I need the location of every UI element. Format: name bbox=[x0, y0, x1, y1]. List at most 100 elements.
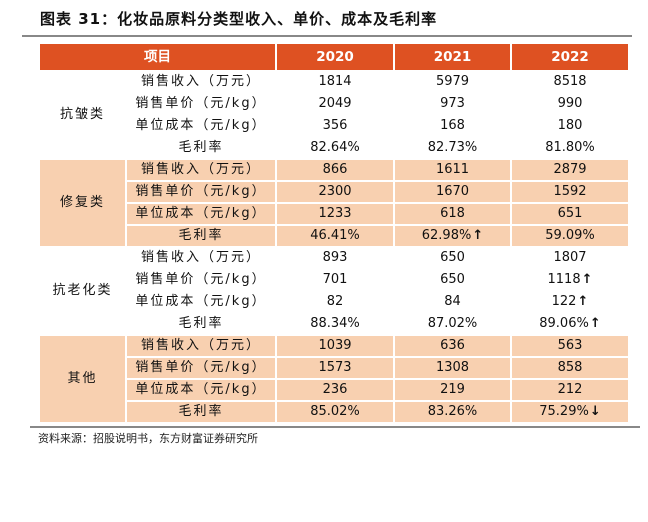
value-text: 1573 bbox=[318, 360, 352, 375]
item-cell: 毛利率 bbox=[125, 224, 277, 248]
value-cell: 1118↑ bbox=[510, 268, 630, 292]
value-cell: 563 bbox=[510, 334, 630, 358]
value-cell: 618 bbox=[393, 202, 512, 226]
value-text: 168 bbox=[440, 118, 465, 133]
value-text: 2879 bbox=[553, 162, 587, 177]
value-text: 1039 bbox=[318, 338, 352, 353]
bottom-rule bbox=[30, 426, 640, 428]
value-text: 59.09% bbox=[545, 228, 595, 243]
value-cell: 651 bbox=[510, 202, 630, 226]
table-row: 抗老化类 销售收入（万元） 893 650 1807 bbox=[38, 246, 630, 336]
value-text: 46.41% bbox=[310, 228, 360, 243]
value-cell: 636 bbox=[393, 334, 512, 358]
category-cell: 修复类 bbox=[38, 158, 127, 248]
value-cell: 2879 bbox=[510, 158, 630, 182]
value-cell: 89.06%↑ bbox=[510, 312, 630, 336]
arrow-up-icon: ↑ bbox=[472, 228, 484, 243]
value-text: 84 bbox=[444, 294, 461, 309]
table-row: 修复类 销售收入（万元） 866 1611 2879 bbox=[38, 158, 630, 248]
value-text: 89.06% bbox=[539, 316, 589, 331]
item-cell: 毛利率 bbox=[125, 312, 277, 336]
value-cell: 356 bbox=[275, 114, 395, 138]
item-cell: 毛利率 bbox=[125, 400, 277, 424]
value-text: 650 bbox=[440, 272, 465, 287]
value-text: 236 bbox=[322, 382, 348, 397]
table-block: 项目 2020 2021 2022 抗皱类 销售收入（万元） 1814 5979 851… bbox=[30, 42, 640, 446]
table-row: 单位成本（元/kg） 236 219 212 bbox=[39, 378, 630, 402]
value-cell: 1670 bbox=[393, 180, 512, 204]
item-cell: 单位成本（元/kg） bbox=[125, 114, 277, 138]
value-cell: 858 bbox=[510, 356, 630, 380]
value-text: 1308 bbox=[435, 360, 470, 375]
value-text: 990 bbox=[557, 96, 583, 111]
value-text: 82 bbox=[326, 294, 344, 309]
value-cell: 8518 bbox=[510, 70, 630, 94]
value-cell: 168 bbox=[393, 114, 512, 138]
value-text: 866 bbox=[322, 162, 348, 177]
value-cell: 1039 bbox=[275, 334, 395, 358]
item-cell: 销售单价（元/kg） bbox=[125, 92, 277, 116]
value-text: 2300 bbox=[318, 184, 352, 199]
value-cell: 990 bbox=[510, 92, 630, 116]
header-2020: 2020 bbox=[275, 42, 395, 72]
value-cell: 1814 bbox=[275, 70, 395, 94]
table-row: 销售单价（元/kg） 1573 1308 858 bbox=[39, 356, 630, 380]
item-cell: 销售收入（万元） bbox=[125, 334, 277, 358]
value-cell: 1807 bbox=[510, 246, 630, 270]
value-cell: 82.73% bbox=[393, 136, 512, 160]
value-cell: 219 bbox=[393, 378, 512, 402]
value-cell: 81.80% bbox=[510, 136, 630, 160]
arrow-up-icon: ↑ bbox=[577, 294, 589, 309]
value-cell: 1308 bbox=[393, 356, 512, 380]
table-row: 毛利率 46.41% 62.98%↑ 59.09% bbox=[39, 224, 630, 248]
value-text: 1233 bbox=[318, 206, 352, 221]
value-cell: 85.02% bbox=[275, 400, 395, 424]
value-text: 75.29% bbox=[539, 404, 589, 419]
value-cell: 2049 bbox=[275, 92, 395, 116]
value-cell: 88.34% bbox=[275, 312, 395, 336]
table-row: 抗皱类 销售收入（万元） 1814 5979 8518 bbox=[38, 70, 630, 160]
value-cell: 650 bbox=[393, 268, 512, 292]
value-cell: 46.41% bbox=[275, 224, 395, 248]
value-cell: 59.09% bbox=[510, 224, 630, 248]
table-row: 销售单价（元/kg） 2300 1670 1592 bbox=[39, 180, 630, 204]
value-cell: 87.02% bbox=[393, 312, 512, 336]
value-text: 81.80% bbox=[545, 140, 595, 155]
value-text: 85.02% bbox=[310, 404, 360, 419]
value-text: 1118 bbox=[547, 272, 581, 287]
value-cell: 122↑ bbox=[510, 290, 630, 314]
arrow-down-icon: ↓ bbox=[589, 404, 601, 419]
value-cell: 212 bbox=[510, 378, 630, 402]
arrow-up-icon: ↑ bbox=[589, 316, 601, 331]
value-text: 701 bbox=[322, 272, 348, 287]
value-text: 122 bbox=[551, 294, 577, 309]
item-cell: 销售收入（万元） bbox=[125, 246, 277, 270]
item-cell: 销售收入（万元） bbox=[125, 158, 277, 182]
value-text: 88.34% bbox=[310, 316, 360, 331]
value-cell: 2300 bbox=[275, 180, 395, 204]
value-text: 858 bbox=[557, 360, 583, 375]
value-cell: 973 bbox=[393, 92, 512, 116]
source-note: 资料来源：招股说明书，东方财富证券研究所 bbox=[38, 432, 258, 445]
value-text: 893 bbox=[322, 250, 348, 265]
table-row: 销售单价（元/kg） 2049 973 990 bbox=[39, 92, 630, 116]
value-text: 1592 bbox=[553, 184, 587, 199]
value-text: 83.26% bbox=[427, 404, 478, 419]
value-text: 8518 bbox=[553, 74, 587, 89]
value-text: 62.98% bbox=[421, 228, 472, 243]
value-cell: 180 bbox=[510, 114, 630, 138]
value-cell: 75.29%↓ bbox=[510, 400, 630, 424]
table-row: 单位成本（元/kg） 356 168 180 bbox=[39, 114, 630, 138]
value-text: 356 bbox=[322, 118, 348, 133]
item-cell: 单位成本（元/kg） bbox=[125, 290, 277, 314]
value-cell: 1592 bbox=[510, 180, 630, 204]
value-text: 1814 bbox=[318, 74, 352, 89]
table-row: 单位成本（元/kg） 82 84 122↑ bbox=[39, 290, 630, 314]
category-cell: 抗皱类 bbox=[38, 70, 127, 160]
item-cell: 销售收入（万元） bbox=[125, 70, 277, 94]
value-cell: 1573 bbox=[275, 356, 395, 380]
header-2021: 2021 bbox=[393, 42, 512, 72]
item-cell: 销售单价（元/kg） bbox=[125, 268, 277, 292]
value-cell: 83.26% bbox=[393, 400, 512, 424]
category-cell: 其他 bbox=[38, 334, 127, 424]
